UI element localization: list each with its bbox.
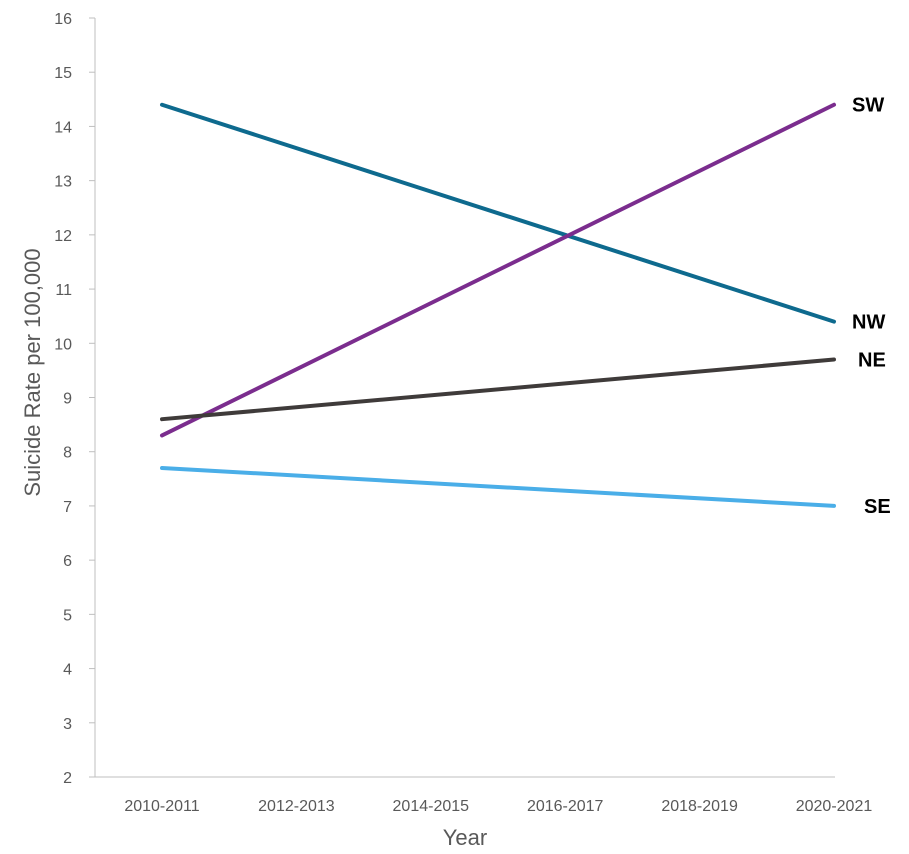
y-tick-label: 11 <box>55 282 72 299</box>
y-tick-label: 9 <box>63 391 72 408</box>
y-axis-ticks: 2 3 4 5 6 7 8 9 10 11 12 13 14 15 16 <box>54 11 95 787</box>
y-tick-label: 8 <box>63 445 72 462</box>
series-lines <box>160 102 836 508</box>
y-tick-label: 4 <box>63 662 72 679</box>
series-label-se: SE <box>864 496 891 518</box>
series-line-se <box>160 465 836 508</box>
y-tick-label: 2 <box>63 770 72 787</box>
y-tick-label: 7 <box>63 499 72 516</box>
chart-axes <box>94 18 835 778</box>
x-tick-label: 2014-2015 <box>393 798 470 815</box>
x-axis-title: Year <box>443 825 487 850</box>
y-tick-label: 14 <box>54 119 72 136</box>
x-tick-label: 2020-2021 <box>796 798 873 815</box>
series-label-sw: SW <box>852 95 884 117</box>
series-line-sw <box>160 102 836 438</box>
y-tick-label: 5 <box>63 607 72 624</box>
y-tick-label: 3 <box>63 716 72 733</box>
x-tick-label: 2010-2011 <box>124 798 199 815</box>
y-axis-title: Suicide Rate per 100,000 <box>20 248 45 496</box>
y-tick-label: 15 <box>54 65 72 82</box>
x-axis-ticks: 2010-2011 2012-2013 2014-2015 2016-2017 2018… <box>124 798 872 815</box>
x-tick-label: 2016-2017 <box>527 798 604 815</box>
y-tick-label: 6 <box>63 553 72 570</box>
series-end-labels: NW SW NE SE <box>852 95 891 518</box>
x-tick-label: 2018-2019 <box>661 798 738 815</box>
y-tick-label: 10 <box>54 336 72 353</box>
x-tick-label: 2012-2013 <box>258 798 335 815</box>
series-label-nw: NW <box>852 312 885 334</box>
y-tick-label: 16 <box>54 11 72 28</box>
y-tick-label: 13 <box>54 174 72 191</box>
series-line-nw <box>160 102 836 324</box>
series-line-ne <box>160 357 836 422</box>
series-label-ne: NE <box>858 350 886 372</box>
y-tick-label: 12 <box>54 228 72 245</box>
